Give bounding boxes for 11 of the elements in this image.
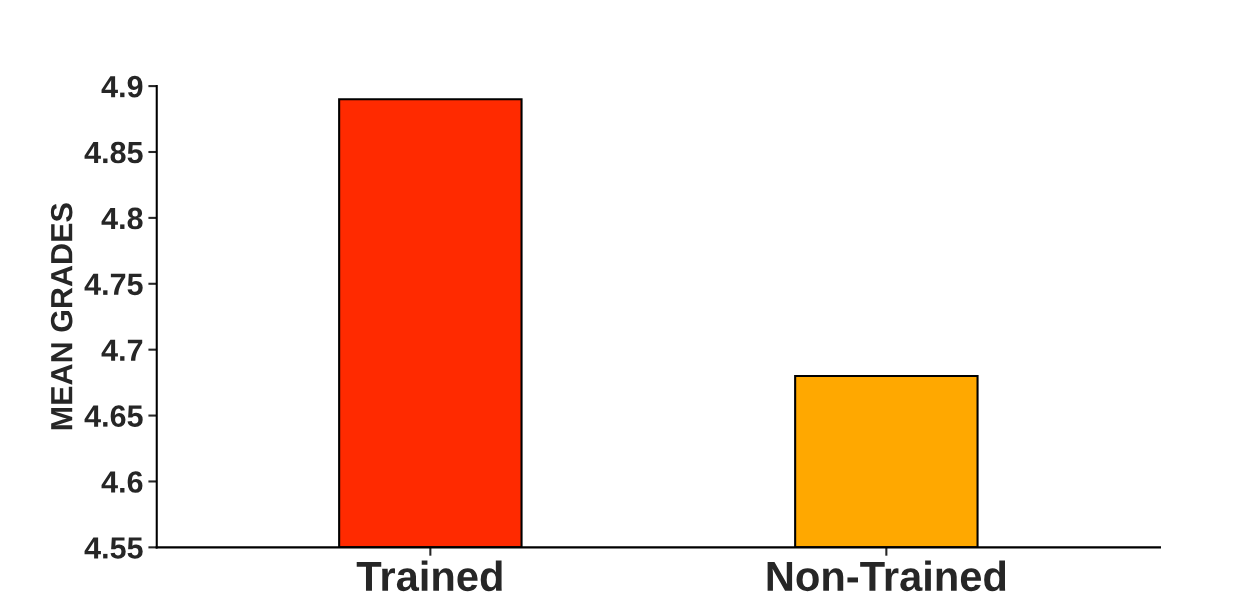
y-tick-label: 4.65 bbox=[84, 405, 143, 427]
x-tick-label: Non-Trained bbox=[767, 560, 1006, 592]
y-axis-title: MEAN GRADES bbox=[50, 203, 73, 430]
y-tick-label: 4.85 bbox=[84, 141, 143, 164]
y-tick-label: 4.55 bbox=[84, 537, 143, 559]
y-tick-label: 4.7 bbox=[101, 339, 143, 361]
y-tick-label: 4.9 bbox=[101, 75, 143, 98]
y-tick-label: 4.75 bbox=[84, 273, 143, 296]
y-tick-label: 4.8 bbox=[101, 207, 143, 230]
y-tick-label: 4.6 bbox=[101, 471, 143, 493]
x-tick-label: Trained bbox=[356, 560, 502, 592]
